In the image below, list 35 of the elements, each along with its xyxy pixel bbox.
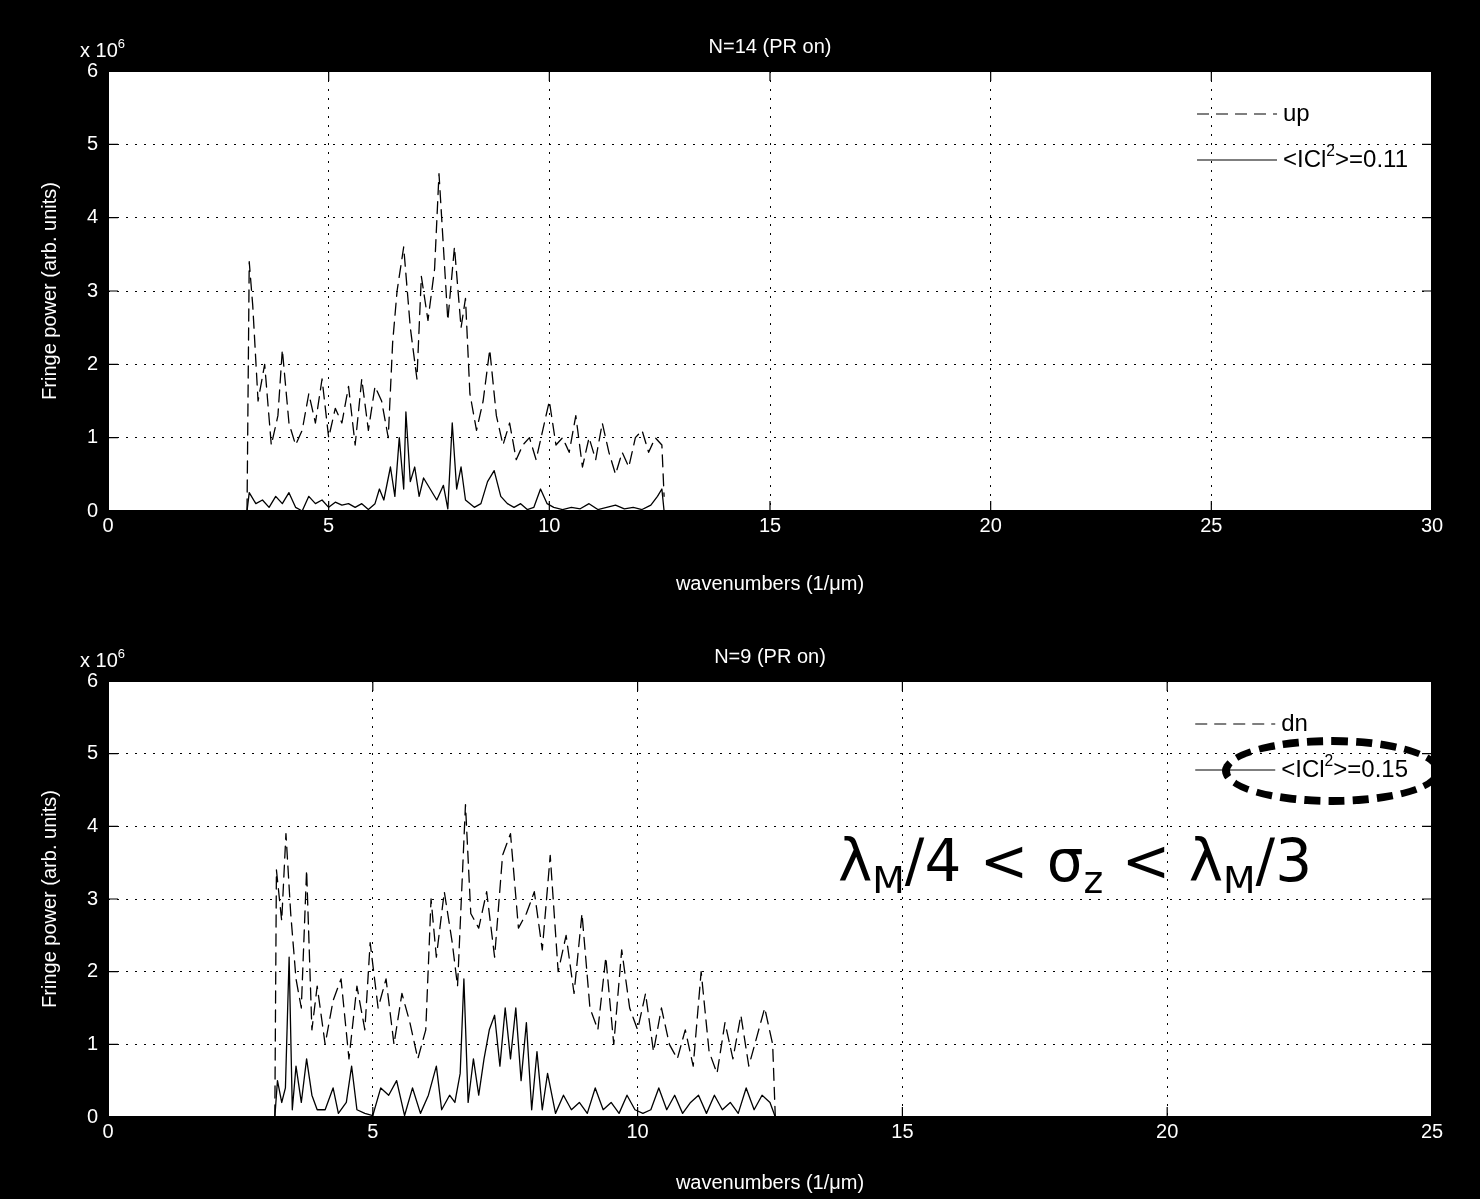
x-tick-label: 20 [1156, 1119, 1179, 1142]
chart-title: N=9 (PR on) [714, 645, 826, 667]
y-tick-label: 4 [86, 813, 98, 836]
x-tick-label: 10 [626, 1119, 649, 1142]
y-tick-label: 6 [86, 668, 98, 691]
x-tick-label: 25 [1200, 513, 1223, 536]
x-tick-label: 20 [979, 513, 1002, 536]
x-tick-label: 5 [367, 1119, 379, 1142]
y-tick-label: 0 [86, 498, 98, 521]
x-axis-title: wavenumbers (1/μm) [674, 571, 865, 594]
y-tick-label: 4 [86, 205, 98, 228]
x-tick-label: 5 [323, 513, 335, 536]
y-tick-label: 3 [86, 886, 98, 909]
y-tick-label: 1 [86, 1031, 98, 1054]
y-tick-label: 5 [86, 741, 98, 764]
y-tick-label: 3 [86, 278, 98, 301]
x-tick-label: 0 [102, 1119, 114, 1142]
y-axis-title: Fringe power (arb. units) [37, 790, 60, 1008]
y-tick-label: 5 [86, 131, 98, 154]
legend-label: dn [1281, 709, 1308, 736]
legend-label: up [1283, 99, 1310, 126]
x-axis-title: wavenumbers (1/μm) [674, 1170, 865, 1193]
y-axis-title: Fringe power (arb. units) [37, 182, 60, 400]
y-tick-label: 1 [86, 425, 98, 448]
x-tick-label: 15 [758, 513, 782, 536]
x-tick-label: 15 [891, 1119, 914, 1142]
x-tick-label: 10 [538, 513, 561, 536]
y-tick-label: 6 [86, 58, 98, 81]
x-tick-label: 0 [102, 513, 114, 536]
y-tick-label: 2 [86, 959, 98, 982]
chart-title: N=14 (PR on) [708, 35, 832, 57]
x-tick-label: 25 [1420, 1119, 1444, 1142]
x-tick-label: 30 [1420, 513, 1444, 536]
y-tick-label: 0 [86, 1104, 98, 1127]
y-tick-label: 2 [86, 351, 98, 374]
